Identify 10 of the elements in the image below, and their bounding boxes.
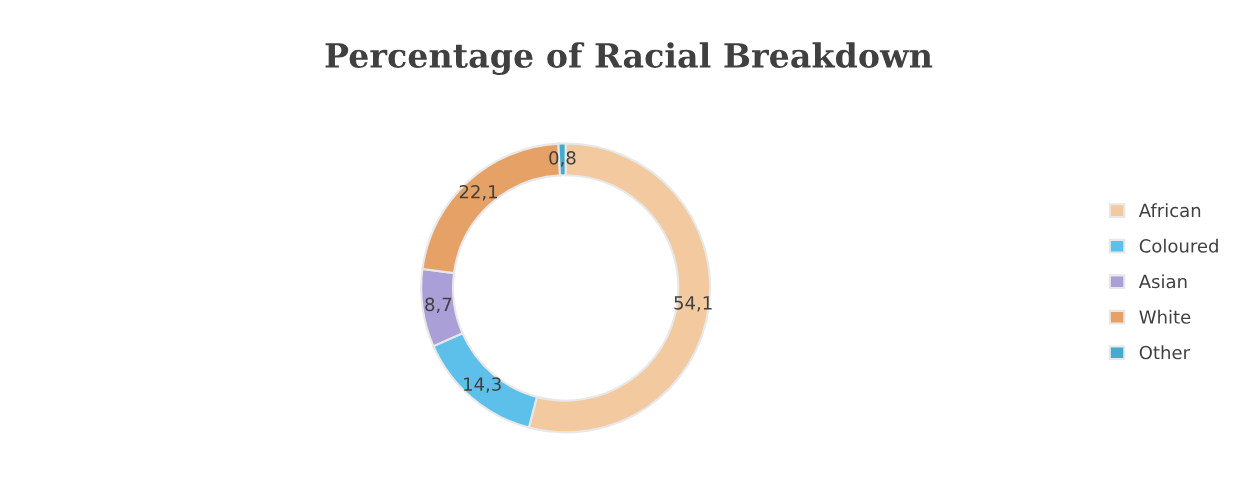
chart-title: Percentage of Racial Breakdown (325, 42, 933, 75)
legend-label: African (1138, 203, 1201, 218)
legend-label: Other (1139, 345, 1190, 360)
legend-label: Coloured (1139, 238, 1218, 253)
data-label: 54,1 (674, 296, 712, 312)
data-label: 8,7 (425, 297, 452, 314)
legend-label: Asian (1138, 274, 1187, 289)
data-label: 14,3 (464, 377, 501, 393)
legend-label: White (1139, 309, 1191, 324)
data-label: 22,1 (459, 184, 497, 201)
